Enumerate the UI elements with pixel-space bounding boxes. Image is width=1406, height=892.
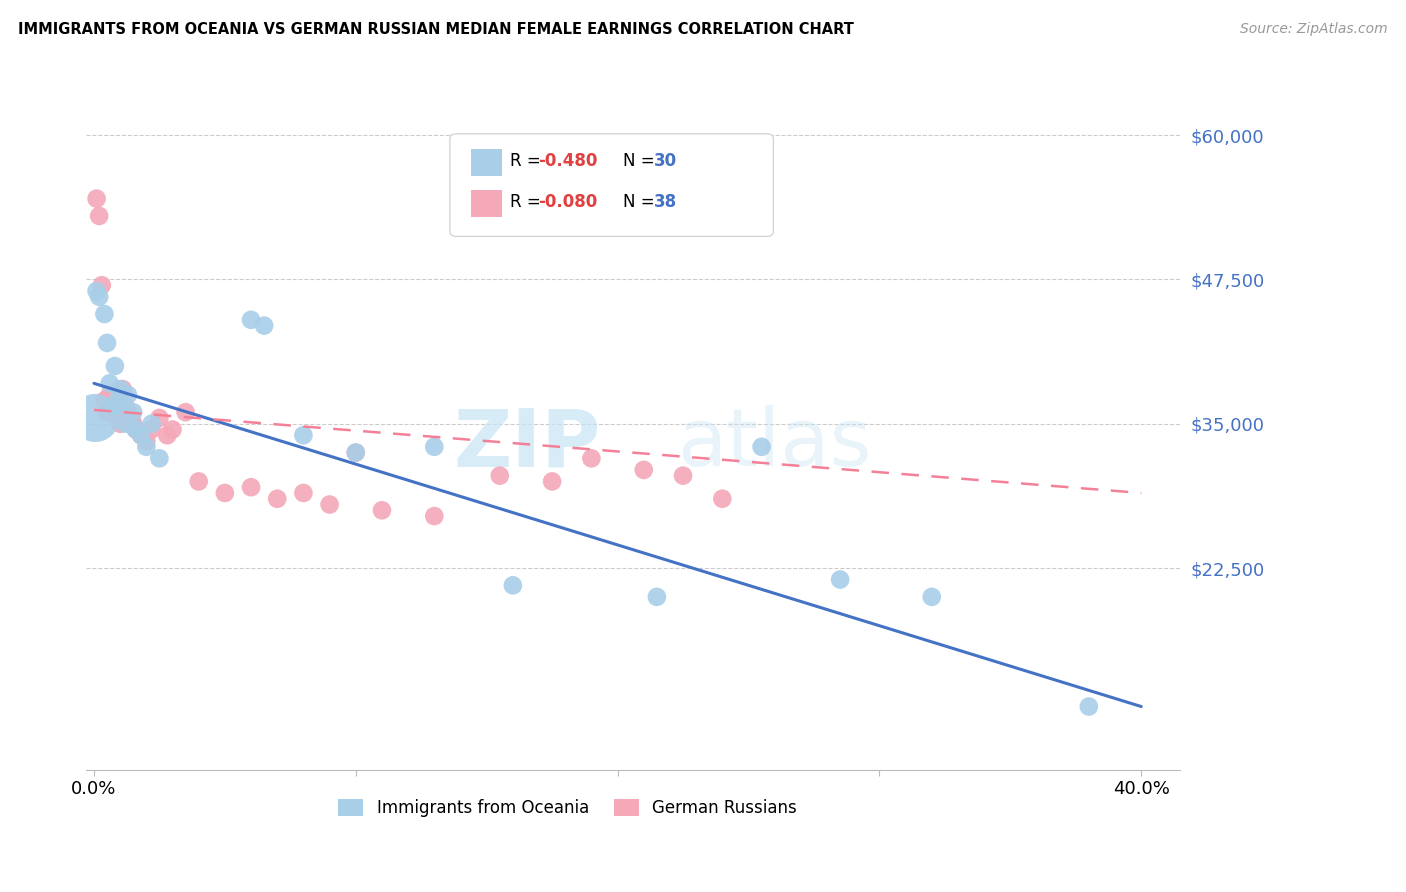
Point xyxy=(96,405,118,419)
Point xyxy=(344,445,367,459)
Point xyxy=(104,359,127,373)
Point xyxy=(214,486,236,500)
Point xyxy=(125,422,148,436)
Point xyxy=(148,451,170,466)
Point xyxy=(108,382,131,396)
Point xyxy=(318,498,340,512)
Point xyxy=(541,475,564,489)
Point xyxy=(117,388,139,402)
Point xyxy=(141,417,163,431)
Point xyxy=(122,417,145,431)
Point xyxy=(86,192,108,206)
Text: ZIP: ZIP xyxy=(453,406,600,483)
Point xyxy=(156,428,179,442)
Point xyxy=(98,388,121,402)
Point xyxy=(581,451,603,466)
Point xyxy=(1077,699,1099,714)
Point xyxy=(292,428,315,442)
Text: 30: 30 xyxy=(654,153,676,170)
Point xyxy=(93,307,115,321)
Point xyxy=(344,445,367,459)
Point xyxy=(240,480,263,494)
Point xyxy=(423,440,446,454)
Point xyxy=(98,376,121,391)
Text: N =: N = xyxy=(623,153,659,170)
Point xyxy=(111,382,134,396)
Point xyxy=(96,335,118,350)
Point xyxy=(101,400,124,414)
Point xyxy=(292,486,315,500)
Point xyxy=(174,405,197,419)
Point xyxy=(86,284,108,298)
Text: N =: N = xyxy=(623,194,659,211)
Point xyxy=(830,573,852,587)
Text: -0.480: -0.480 xyxy=(538,153,598,170)
Point xyxy=(135,440,157,454)
Point xyxy=(129,428,152,442)
Point xyxy=(117,405,139,419)
Point xyxy=(107,393,129,408)
Text: -0.080: -0.080 xyxy=(538,194,598,211)
Point xyxy=(107,411,129,425)
Point xyxy=(711,491,734,506)
Point xyxy=(240,313,263,327)
Point xyxy=(253,318,276,333)
Point xyxy=(104,405,127,419)
Point xyxy=(125,422,148,436)
Point xyxy=(122,405,145,419)
Point xyxy=(633,463,655,477)
Point xyxy=(141,422,163,436)
Point xyxy=(89,209,111,223)
Point xyxy=(751,440,773,454)
Text: R =: R = xyxy=(510,194,547,211)
Point xyxy=(108,417,131,431)
Point xyxy=(423,509,446,524)
Point xyxy=(371,503,394,517)
Text: Source: ZipAtlas.com: Source: ZipAtlas.com xyxy=(1240,22,1388,37)
Text: R =: R = xyxy=(510,153,547,170)
Text: 38: 38 xyxy=(654,194,676,211)
Point xyxy=(672,468,695,483)
Point xyxy=(148,411,170,425)
Text: atlas: atlas xyxy=(678,406,872,483)
Text: IMMIGRANTS FROM OCEANIA VS GERMAN RUSSIAN MEDIAN FEMALE EARNINGS CORRELATION CHA: IMMIGRANTS FROM OCEANIA VS GERMAN RUSSIA… xyxy=(18,22,855,37)
Point xyxy=(90,278,112,293)
Point xyxy=(89,290,111,304)
Point xyxy=(114,417,136,431)
Legend: Immigrants from Oceania, German Russians: Immigrants from Oceania, German Russians xyxy=(332,792,804,824)
Point xyxy=(129,428,152,442)
Point xyxy=(101,400,124,414)
Point xyxy=(84,411,107,425)
Point xyxy=(488,468,510,483)
Point xyxy=(266,491,288,506)
Point xyxy=(93,393,115,408)
Point xyxy=(162,422,184,436)
Point xyxy=(114,400,136,414)
Point xyxy=(111,400,134,414)
Point xyxy=(921,590,943,604)
Point xyxy=(645,590,668,604)
Point xyxy=(135,434,157,448)
Point xyxy=(120,411,142,425)
Point xyxy=(502,578,524,592)
Point xyxy=(187,475,209,489)
